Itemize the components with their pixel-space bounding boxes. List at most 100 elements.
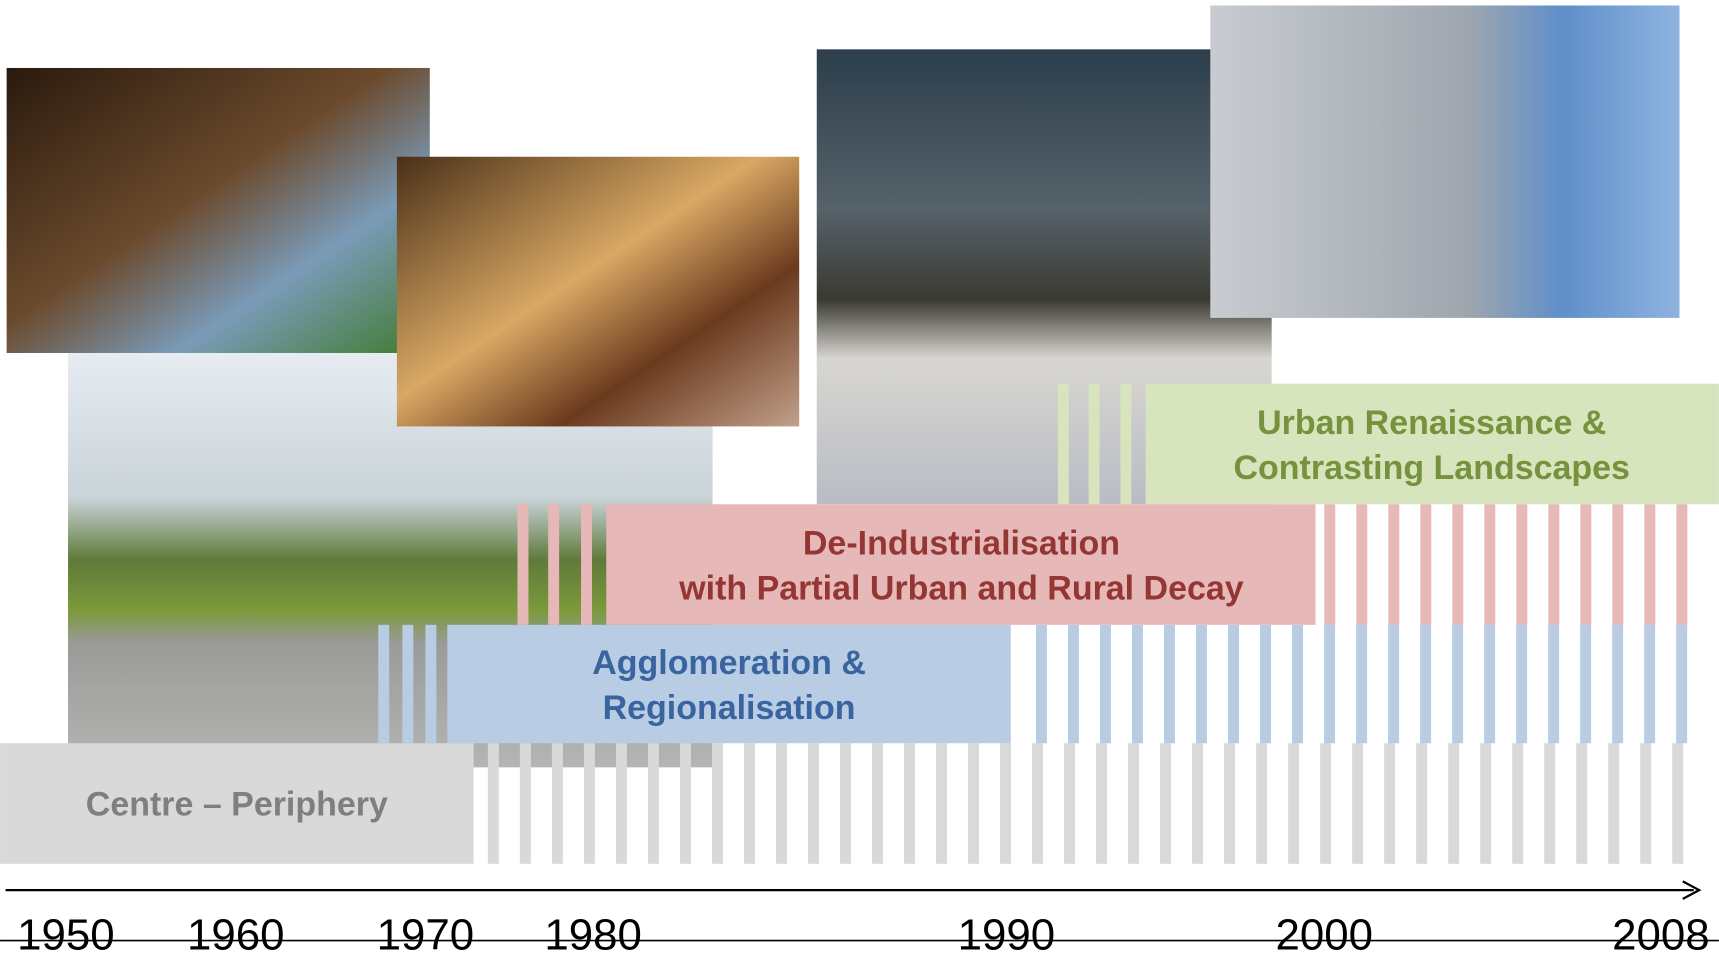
stripe <box>1644 504 1655 625</box>
stripe <box>680 743 691 864</box>
stripe <box>1416 743 1427 864</box>
stripe <box>1320 743 1331 864</box>
stripe <box>936 743 947 864</box>
phase-label: Urban Renaissance & <box>1257 404 1606 442</box>
timeline-diagram: Centre – Periphery Agglomeration & Regiona… <box>0 0 1719 957</box>
stripe <box>1452 625 1463 743</box>
stripe <box>584 743 595 864</box>
stripe <box>1640 743 1651 864</box>
photo-cheese <box>397 157 799 427</box>
stripe <box>488 743 499 864</box>
year-label: 1960 <box>187 910 285 957</box>
stripe <box>1388 625 1399 743</box>
stripe <box>520 743 531 864</box>
stripe <box>1576 743 1587 864</box>
stripe <box>1612 504 1623 625</box>
stripe <box>1224 743 1235 864</box>
stripe <box>840 743 851 864</box>
stripe <box>1132 625 1143 743</box>
stripe <box>616 743 627 864</box>
stripe <box>1384 743 1395 864</box>
phase-label: De-Industrialisation <box>803 525 1120 563</box>
stripe <box>1064 743 1075 864</box>
stripe <box>1484 625 1495 743</box>
stripe <box>1676 625 1687 743</box>
stripe <box>1580 504 1591 625</box>
stripe <box>1388 504 1399 625</box>
stripe <box>872 743 883 864</box>
stripe <box>1324 504 1335 625</box>
stripe <box>1058 384 1069 505</box>
phase-label: with Partial Urban and Rural Decay <box>678 570 1244 608</box>
stripe <box>1544 743 1555 864</box>
stripe <box>1192 743 1203 864</box>
stripe <box>1612 625 1623 743</box>
stripe <box>776 743 787 864</box>
year-label: 2008 <box>1612 910 1710 957</box>
year-label: 1970 <box>377 910 475 957</box>
stripe <box>1324 625 1335 743</box>
stripe <box>1448 743 1459 864</box>
stripe <box>1516 504 1527 625</box>
phase-label: Contrasting Landscapes <box>1234 449 1630 487</box>
stripe <box>402 625 413 743</box>
stripe <box>1548 504 1559 625</box>
stripe <box>968 743 979 864</box>
stripe <box>904 743 915 864</box>
year-label: 1980 <box>544 910 642 957</box>
stripe <box>1096 743 1107 864</box>
stripe <box>1032 743 1043 864</box>
stripe <box>552 743 563 864</box>
stripe <box>1452 504 1463 625</box>
stripe <box>1480 743 1491 864</box>
stripe <box>648 743 659 864</box>
stripe <box>517 504 528 625</box>
year-labels: 1950 1960 1970 1980 1990 2000 2008 <box>17 910 1710 957</box>
stripe <box>1356 625 1367 743</box>
photo-building <box>1210 5 1679 317</box>
stripe <box>1292 625 1303 743</box>
photo-barn <box>7 68 430 353</box>
stripe <box>1100 625 1111 743</box>
stripe <box>1356 504 1367 625</box>
stripe <box>1352 743 1363 864</box>
stripe <box>1548 625 1559 743</box>
stripe <box>378 625 389 743</box>
stripe <box>425 625 436 743</box>
stripe <box>1608 743 1619 864</box>
stripe <box>1128 743 1139 864</box>
stripe <box>808 743 819 864</box>
stripe <box>1228 625 1239 743</box>
stripe <box>581 504 592 625</box>
stripe <box>1260 625 1271 743</box>
phase-label: Centre – Periphery <box>86 786 388 824</box>
stripe <box>1288 743 1299 864</box>
phase-label: Regionalisation <box>603 689 856 727</box>
stripe <box>1000 743 1011 864</box>
stripe <box>1256 743 1267 864</box>
stripe <box>1644 625 1655 743</box>
stripe <box>1160 743 1171 864</box>
stripe <box>1120 384 1131 505</box>
phase-label: Agglomeration & <box>592 644 866 682</box>
stripe <box>1196 625 1207 743</box>
page: Centre – Periphery Agglomeration & Regiona… <box>0 0 1719 957</box>
stripe <box>1516 625 1527 743</box>
stripe <box>1484 504 1495 625</box>
stripe <box>1420 625 1431 743</box>
stripe <box>1676 504 1687 625</box>
year-label: 1950 <box>17 910 115 957</box>
stripe <box>744 743 755 864</box>
stripe <box>1672 743 1683 864</box>
stripe <box>1420 504 1431 625</box>
stripe <box>1036 625 1047 743</box>
stripe <box>548 504 559 625</box>
year-label: 1990 <box>958 910 1056 957</box>
year-label: 2000 <box>1276 910 1374 957</box>
stripe <box>1580 625 1591 743</box>
stripe <box>1164 625 1175 743</box>
stripe <box>1512 743 1523 864</box>
stripe <box>1089 384 1100 505</box>
stripe <box>1068 625 1079 743</box>
stripe <box>712 743 723 864</box>
